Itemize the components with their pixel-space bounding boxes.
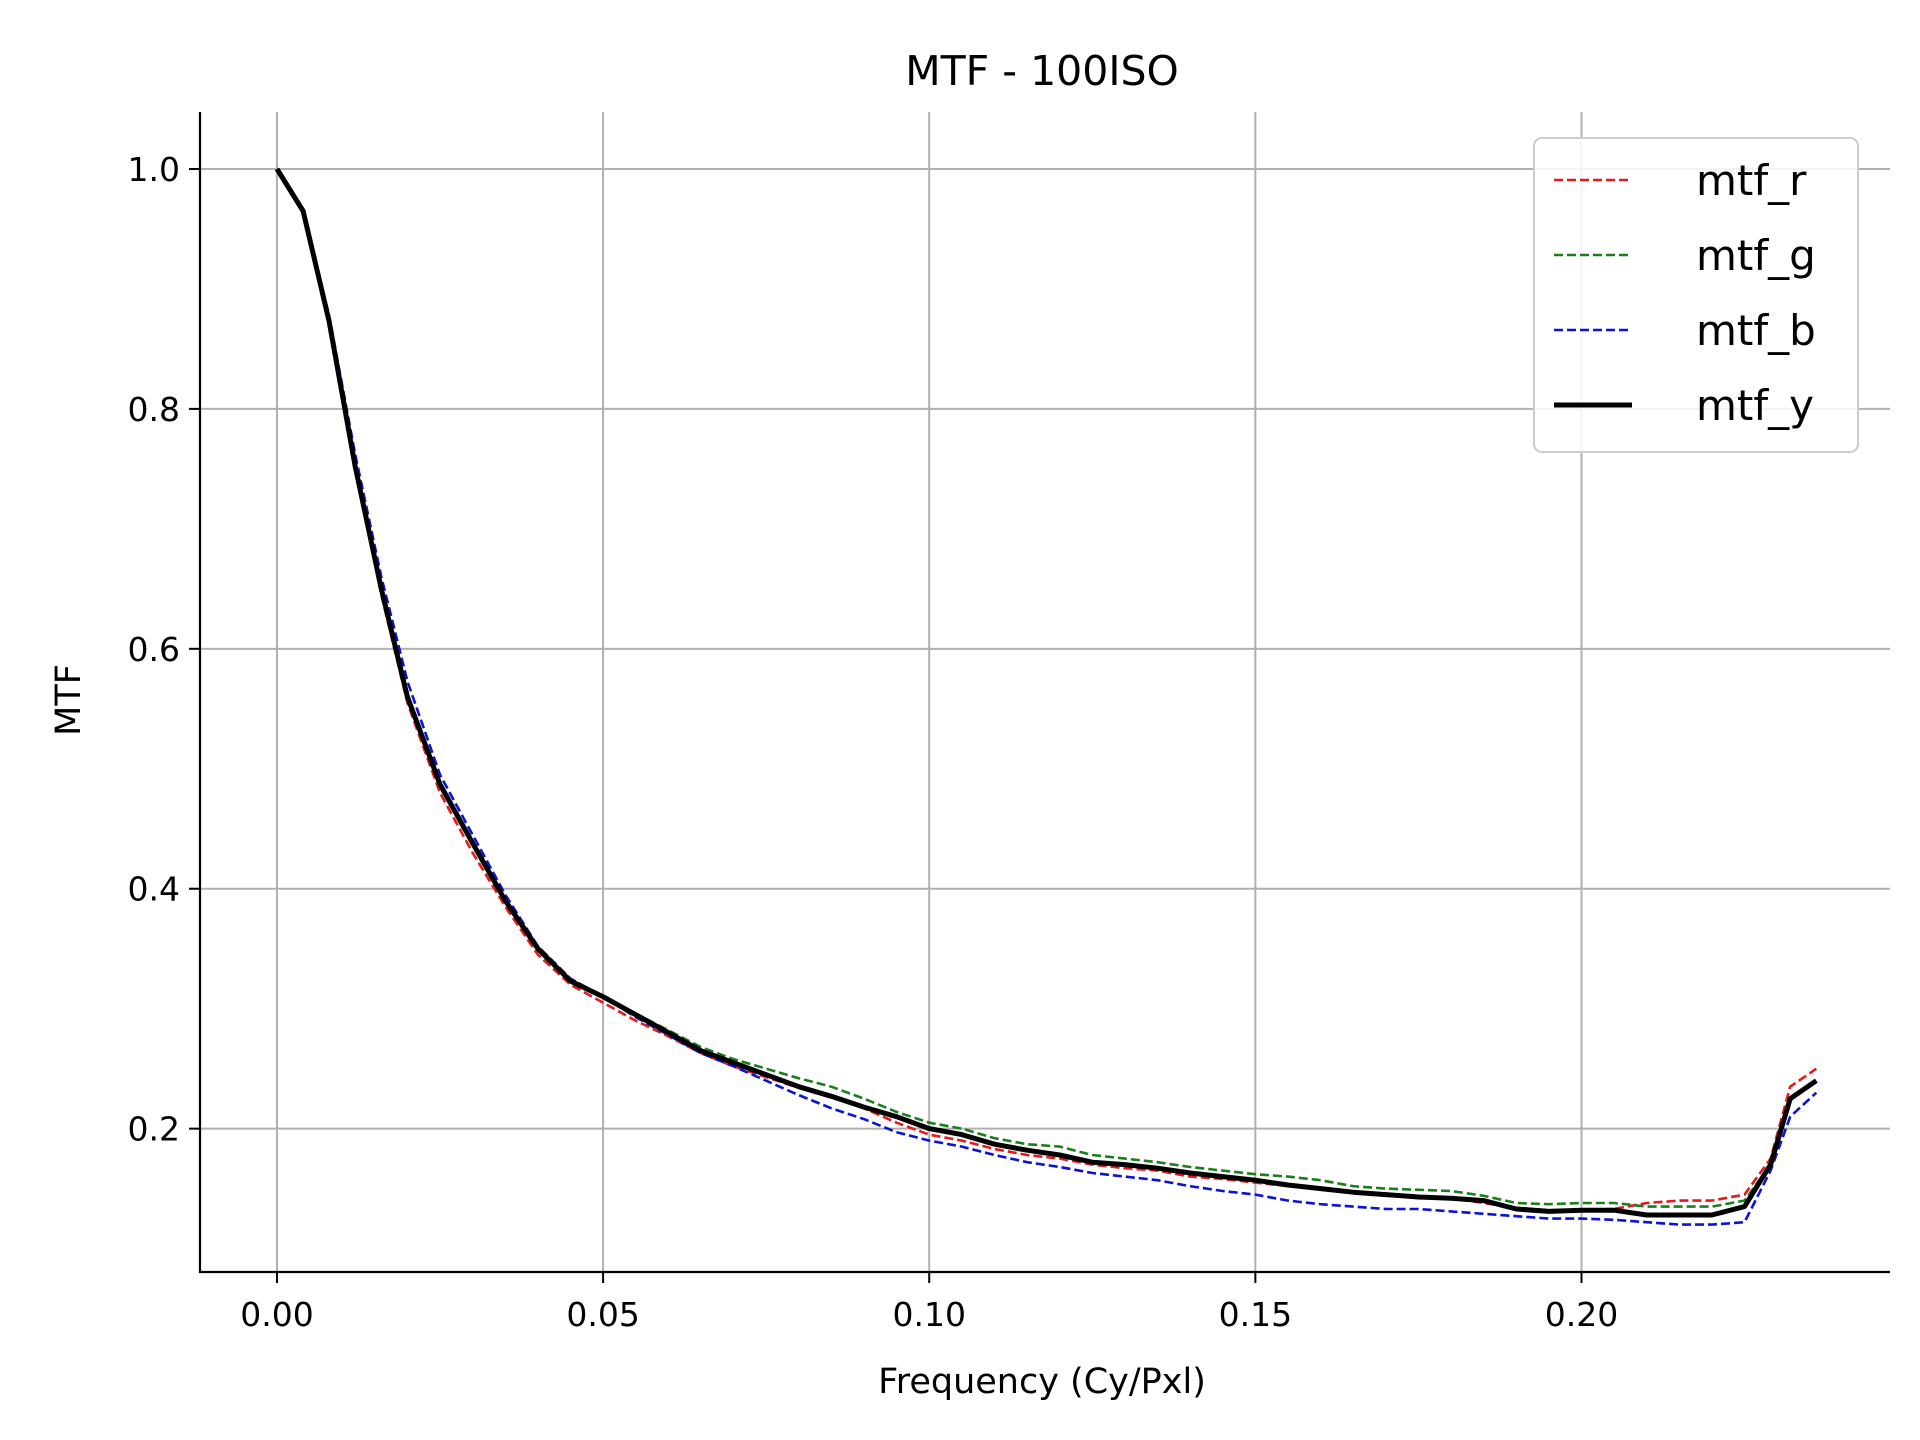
y-tick-label: 0.6 bbox=[128, 630, 180, 669]
y-tick-label: 1.0 bbox=[128, 150, 180, 189]
axes bbox=[198, 112, 1890, 1274]
series-lines bbox=[274, 167, 1818, 1226]
chart-title: MTF - 100ISO bbox=[905, 47, 1179, 95]
x-tick-label: 0.10 bbox=[892, 1295, 965, 1334]
y-axis-ticks: 0.2 0.4 0.6 0.8 1.0 bbox=[128, 150, 200, 1149]
x-tick-label: 0.00 bbox=[240, 1295, 313, 1334]
x-tick-label: 0.05 bbox=[566, 1295, 639, 1334]
legend-label-mtf_g: mtf_g bbox=[1696, 231, 1816, 280]
x-axis-label: Frequency (Cy/Pxl) bbox=[878, 1362, 1206, 1402]
x-axis-ticks: 0.00 0.05 0.10 0.15 0.20 bbox=[240, 1272, 1618, 1334]
y-tick-label: 0.2 bbox=[128, 1110, 180, 1149]
y-axis-label: MTF bbox=[49, 664, 89, 736]
y-tick-label: 0.8 bbox=[128, 390, 180, 429]
legend: mtf_r mtf_g mtf_b mtf_y bbox=[1533, 137, 1859, 453]
legend-label-mtf_b: mtf_b bbox=[1696, 306, 1816, 355]
y-tick-label: 0.4 bbox=[128, 870, 180, 909]
legend-label-mtf_y: mtf_y bbox=[1696, 381, 1814, 430]
legend-box bbox=[1533, 137, 1859, 453]
x-tick-label: 0.20 bbox=[1545, 1295, 1618, 1334]
x-tick-label: 0.15 bbox=[1219, 1295, 1292, 1334]
legend-label-mtf_r: mtf_r bbox=[1696, 156, 1807, 205]
series-line-mtf_b bbox=[275, 168, 1818, 1226]
series-line-mtf_y bbox=[274, 167, 1818, 1218]
